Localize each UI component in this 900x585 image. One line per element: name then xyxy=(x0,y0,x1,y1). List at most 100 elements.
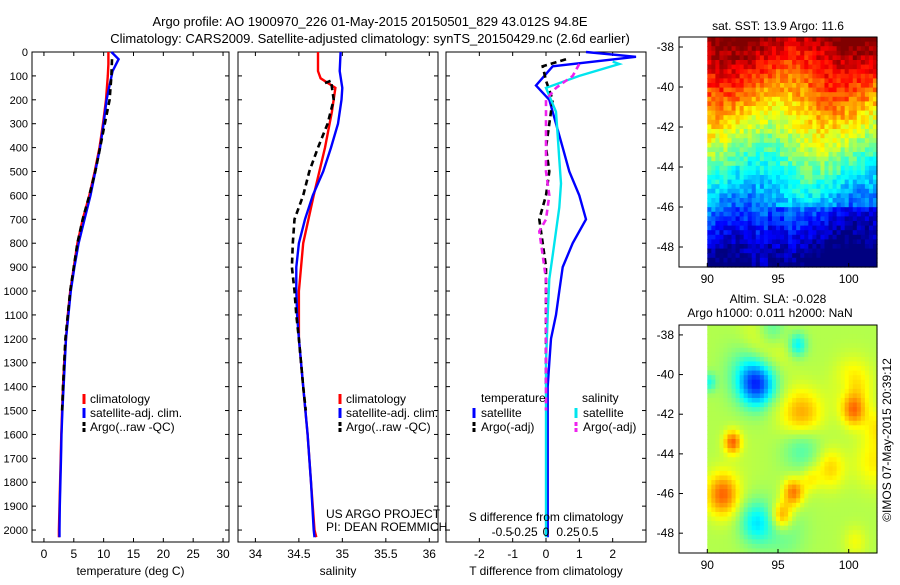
sst-map-cell xyxy=(792,198,797,204)
sla-map-cell xyxy=(800,366,805,372)
sla-map-cell xyxy=(844,511,850,518)
sst-map-cell xyxy=(860,129,866,135)
sla-map-cell xyxy=(775,356,781,363)
sst-map-cell xyxy=(800,202,805,208)
sst-map-cell xyxy=(759,101,765,107)
sla-map-cell xyxy=(832,379,838,385)
sst-map-cell xyxy=(727,184,733,190)
sla-map-cell xyxy=(727,425,733,431)
sst-map-cell xyxy=(832,60,838,66)
sst-map-ytick-label: -44 xyxy=(657,160,675,174)
sla-map-cell xyxy=(751,493,757,499)
sla-map-cell xyxy=(832,484,838,490)
sst-map-cell xyxy=(840,253,846,259)
sst-map-cell xyxy=(828,262,834,268)
temperature-xtick-label: 15 xyxy=(127,547,141,561)
sla-map-cell xyxy=(872,457,878,463)
sst-map-cell xyxy=(763,73,769,79)
sst-map-cell xyxy=(767,41,773,47)
sst-map-cell xyxy=(771,156,777,162)
sst-map-cell xyxy=(743,55,749,61)
sla-map-cell xyxy=(820,425,826,431)
sla-map-cell xyxy=(780,434,785,440)
sla-map-cell xyxy=(800,511,805,518)
sla-map-cell xyxy=(820,347,826,353)
sla-map-cell xyxy=(743,461,749,467)
sla-map-cell xyxy=(723,511,729,518)
sst-map-cell xyxy=(832,257,838,263)
sst-map-cell xyxy=(852,262,858,268)
sla-map-cell xyxy=(743,356,749,363)
sla-map-cell xyxy=(723,329,729,335)
sst-map-cell xyxy=(812,106,817,112)
sst-map-cell xyxy=(792,253,797,259)
sst-map-cell xyxy=(788,60,793,66)
sst-map-cell xyxy=(763,124,769,130)
sst-map-cell xyxy=(848,207,854,213)
sst-map-cell xyxy=(804,110,809,116)
sst-map-cell xyxy=(820,133,826,139)
sst-map-cell xyxy=(755,244,761,250)
sst-map-cell xyxy=(852,83,858,89)
sst-map-cell xyxy=(751,257,757,263)
sla-map-cell xyxy=(860,452,866,458)
sst-map-cell xyxy=(739,124,745,130)
sst-map-cell xyxy=(860,216,866,222)
sla-map-cell xyxy=(771,338,777,344)
sla-map-cell xyxy=(840,416,846,422)
sst-map-cell xyxy=(715,142,721,148)
sst-map-cell xyxy=(767,207,773,213)
sst-map-cell xyxy=(816,184,822,190)
sst-map-cell xyxy=(816,193,822,199)
sst-map-cell xyxy=(755,96,761,102)
sst-map-cell xyxy=(848,96,854,102)
sst-map-cell xyxy=(860,96,866,102)
sst-map-cell xyxy=(852,129,858,135)
sst-map-cell xyxy=(828,207,834,213)
sst-map-cell xyxy=(707,92,712,98)
sla-map-cell xyxy=(804,370,809,376)
sla-map-cell xyxy=(828,416,834,422)
sla-map-cell xyxy=(800,525,805,531)
sla-map-cell xyxy=(735,420,741,426)
sla-map-cell xyxy=(840,452,846,458)
sla-map-cell xyxy=(852,511,858,518)
sla-map-cell xyxy=(727,434,733,440)
sla-map-cell xyxy=(719,498,725,504)
sst-map-cell xyxy=(836,83,842,89)
sst-map-cell xyxy=(723,161,729,167)
sst-map-cell xyxy=(715,87,721,93)
sst-map-cell xyxy=(719,55,725,61)
sla-map-cell xyxy=(788,352,793,358)
sla-map-cell xyxy=(832,370,838,376)
sla-map-cell xyxy=(872,475,878,481)
sla-map-cell xyxy=(804,407,809,413)
sla-map-cell xyxy=(812,498,817,504)
sla-map-cell xyxy=(824,425,830,431)
sla-map-cell xyxy=(860,420,866,426)
sla-map-cell xyxy=(751,439,757,445)
sla-map-cell xyxy=(759,429,765,436)
sla-map-cell xyxy=(860,334,866,340)
sla-map-cell xyxy=(836,393,842,399)
sla-map-cell xyxy=(727,484,733,490)
sla-map-cell xyxy=(735,530,741,536)
sla-map-cell xyxy=(775,484,781,490)
sst-map-cell xyxy=(844,37,850,43)
sst-map-cell xyxy=(719,230,725,236)
sst-map-cell xyxy=(751,202,757,208)
sst-map-cell xyxy=(852,41,858,47)
sst-map-cell xyxy=(731,119,737,125)
sst-map-cell xyxy=(840,230,846,236)
sla-map-cell xyxy=(836,521,842,527)
sla-map-cell xyxy=(840,507,846,513)
sla-map-cell xyxy=(784,470,789,477)
sla-map-cell xyxy=(711,516,716,522)
sst-map-cell xyxy=(731,83,737,89)
sst-map-cell xyxy=(751,55,757,61)
sst-map-cell xyxy=(719,216,725,222)
sla-map-cell xyxy=(735,498,741,504)
sla-map-cell xyxy=(868,521,874,527)
sla-map-cell xyxy=(759,439,765,445)
sla-map-cell xyxy=(812,539,817,545)
